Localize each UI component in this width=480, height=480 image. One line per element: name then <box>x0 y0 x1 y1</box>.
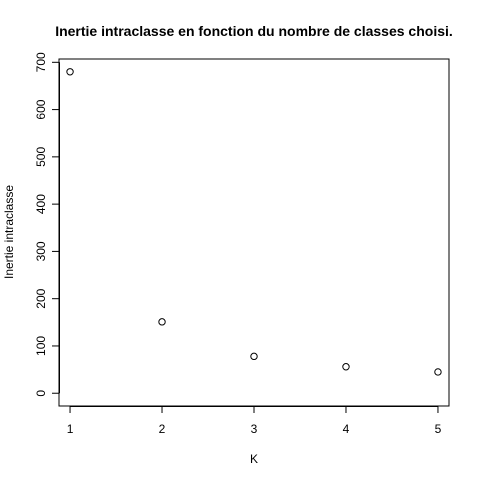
y-tick-label-4: 400 <box>34 194 48 214</box>
y-tick-label-1: 100 <box>34 336 48 356</box>
y-tick-label-6: 600 <box>34 99 48 119</box>
y-axis: 0 100 200 300 400 500 600 700 <box>34 52 60 397</box>
chart-title: Inertie intraclasse en fonction du nombr… <box>55 23 453 39</box>
x-axis-label: K <box>250 452 258 466</box>
plot-frame <box>58 58 450 407</box>
data-points <box>66 68 442 376</box>
data-point-0 <box>66 68 74 76</box>
y-axis-label: Inertie intraclasse <box>2 185 16 279</box>
data-point-3 <box>342 363 350 371</box>
y-tick-label-0: 0 <box>34 390 48 397</box>
y-tick-label-3: 300 <box>34 241 48 261</box>
x-tick-label-3: 4 <box>343 422 350 436</box>
x-tick-label-0: 1 <box>67 422 74 436</box>
data-point-2 <box>250 352 258 361</box>
y-tick-label-2: 200 <box>34 288 48 308</box>
y-tick-label-7: 700 <box>34 52 48 72</box>
data-point-1 <box>158 318 166 326</box>
x-tick-label-2: 3 <box>251 422 258 436</box>
x-axis: 1 2 3 4 5 <box>67 406 442 436</box>
x-tick-label-4: 5 <box>435 422 442 436</box>
x-tick-label-1: 2 <box>159 422 166 436</box>
data-point-4 <box>434 368 442 376</box>
y-tick-label-5: 500 <box>34 147 48 167</box>
